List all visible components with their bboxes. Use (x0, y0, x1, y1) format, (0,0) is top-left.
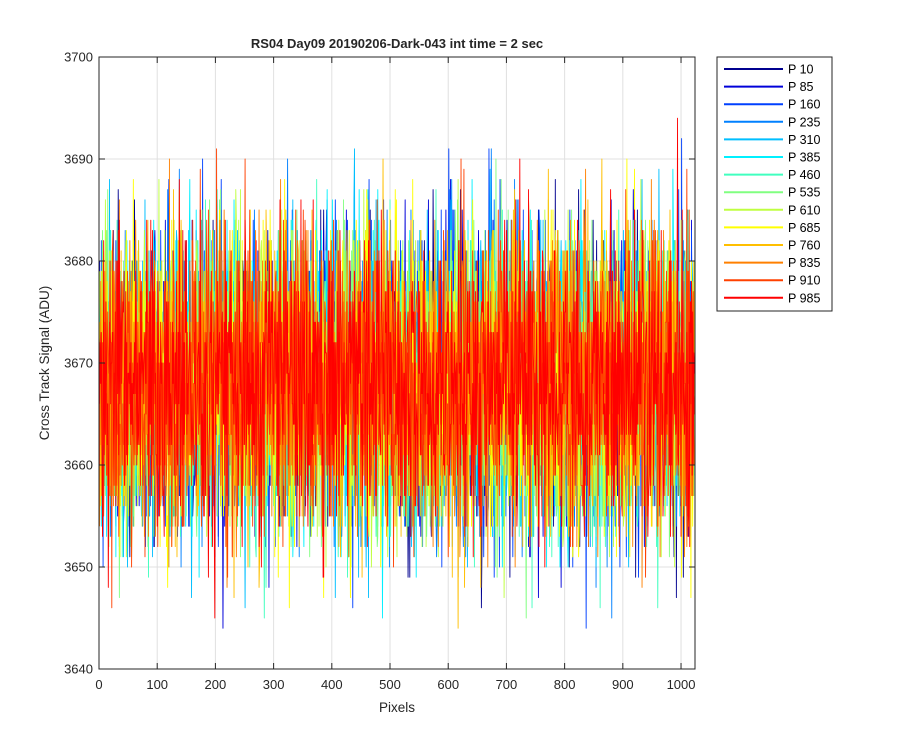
legend-label: P 385 (788, 151, 820, 165)
y-tick-label: 3670 (64, 356, 93, 371)
x-tick-label: 1000 (667, 677, 696, 692)
legend-label: P 760 (788, 239, 820, 253)
legend-label: P 835 (788, 256, 820, 270)
series-layer (99, 117, 695, 629)
chart-title: RS04 Day09 20190206-Dark-043 int time = … (251, 36, 543, 51)
y-tick-label: 3680 (64, 254, 93, 269)
series-line-p985 (99, 117, 695, 619)
legend-label: P 460 (788, 168, 820, 182)
legend-label: P 160 (788, 98, 820, 112)
legend-label: P 85 (788, 80, 814, 94)
y-tick-label: 3660 (64, 458, 93, 473)
y-axis-ticks: 3640 3650 3660 3670 3680 3690 3700 (64, 50, 695, 677)
legend-label: P 985 (788, 291, 820, 305)
x-tick-label: 900 (612, 677, 634, 692)
y-axis-label: Cross Track Signal (ADU) (37, 286, 52, 441)
x-axis-ticks: 0 100 200 300 400 500 600 700 800 900 1000 (95, 57, 695, 692)
legend-label: P 685 (788, 221, 820, 235)
x-tick-label: 300 (263, 677, 285, 692)
y-tick-label: 3690 (64, 152, 93, 167)
x-tick-label: 500 (379, 677, 401, 692)
legend-items: P 10 P 85 P 160 P 235 P 310 P 385 P 460 P 535 P … (724, 63, 820, 305)
plot-area: 0 100 200 300 400 500 600 700 800 900 1000 3640 365… (64, 50, 696, 692)
x-tick-label: 400 (321, 677, 343, 692)
x-tick-label: 200 (205, 677, 227, 692)
x-tick-label: 800 (554, 677, 576, 692)
y-tick-label: 3700 (64, 50, 93, 65)
legend-label: P 310 (788, 133, 820, 147)
legend-label: P 610 (788, 203, 820, 217)
legend: P 10 P 85 P 160 P 235 P 310 P 385 P 460 P 535 P … (716, 56, 833, 312)
y-tick-label: 3650 (64, 560, 93, 575)
legend-label: P 535 (788, 186, 820, 200)
x-tick-label: 0 (95, 677, 102, 692)
x-tick-label: 600 (437, 677, 459, 692)
legend-label: P 10 (788, 63, 814, 77)
x-axis-label: Pixels (379, 700, 415, 715)
x-tick-label: 100 (146, 677, 168, 692)
y-tick-label: 3640 (64, 662, 93, 677)
x-tick-label: 700 (496, 677, 518, 692)
legend-label: P 910 (788, 274, 820, 288)
legend-label: P 235 (788, 115, 820, 129)
legend-box (716, 56, 833, 312)
